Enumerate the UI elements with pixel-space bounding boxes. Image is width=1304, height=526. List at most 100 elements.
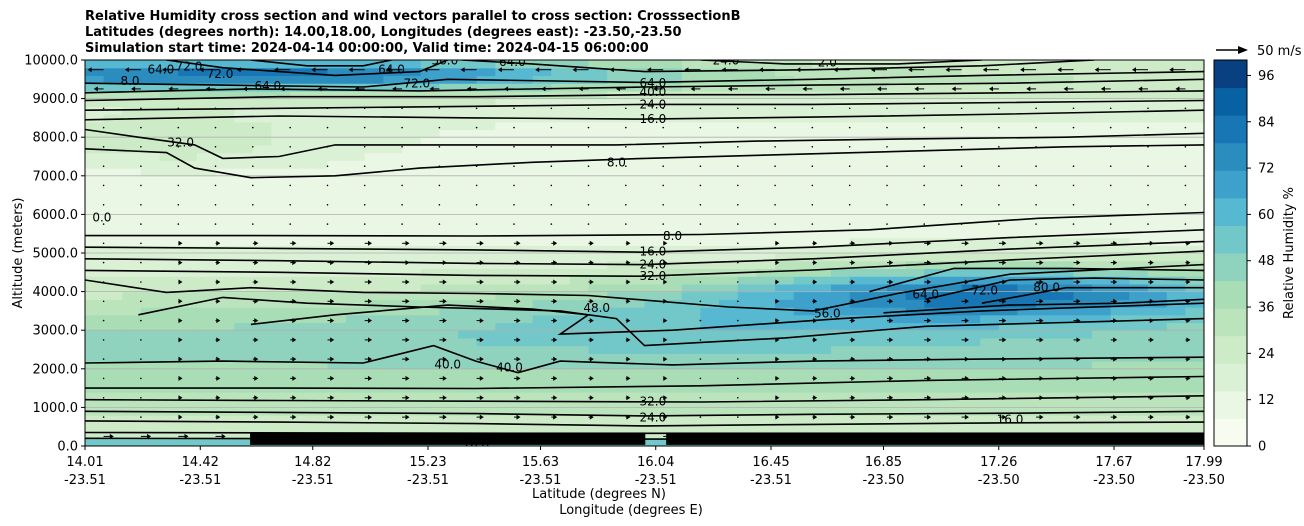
humidity-cell xyxy=(569,137,590,146)
humidity-cell xyxy=(383,337,403,347)
wind-vector-head xyxy=(178,414,183,420)
humidity-cell xyxy=(551,168,571,177)
humidity-cell xyxy=(85,422,105,432)
wind-vector xyxy=(699,107,702,110)
humidity-cell xyxy=(327,422,347,432)
wind-vector xyxy=(848,165,851,167)
humidity-cell xyxy=(700,60,720,69)
humidity-cell xyxy=(831,75,851,84)
wind-vector-head xyxy=(578,86,583,92)
humidity-cell xyxy=(458,291,478,300)
humidity-cell xyxy=(327,345,347,354)
humidity-cell xyxy=(271,345,291,354)
humidity-cell xyxy=(569,299,590,308)
wind-vector-head xyxy=(775,395,780,401)
humidity-cell xyxy=(700,307,720,316)
humidity-cell xyxy=(1110,191,1130,200)
humidity-cell xyxy=(495,90,515,100)
humidity-cell xyxy=(196,245,217,254)
wind-vector-head xyxy=(889,279,894,285)
humidity-cell xyxy=(719,168,739,177)
humidity-cell xyxy=(812,299,832,308)
humidity-cell xyxy=(290,90,310,100)
humidity-cell xyxy=(383,98,403,107)
wind-vector xyxy=(699,165,702,167)
humidity-cell xyxy=(402,198,422,208)
humidity-cell xyxy=(998,268,1019,277)
humidity-cell xyxy=(1166,90,1186,100)
humidity-cell xyxy=(85,214,105,223)
humidity-cell xyxy=(831,391,851,401)
humidity-cell xyxy=(327,129,347,138)
humidity-cell xyxy=(625,137,646,146)
humidity-cell xyxy=(252,330,273,339)
humidity-cell xyxy=(476,361,496,370)
humidity-fill xyxy=(85,60,1204,446)
humidity-cell xyxy=(159,67,179,77)
quiver-key-label: 50 m/s xyxy=(1257,44,1302,59)
humidity-cell xyxy=(402,415,422,424)
wind-vector-head xyxy=(216,240,221,246)
humidity-cell xyxy=(196,391,217,401)
contour-line xyxy=(85,144,1204,179)
humidity-cell xyxy=(346,198,366,208)
wind-vector xyxy=(625,126,627,129)
wind-vector xyxy=(326,146,329,148)
humidity-cell xyxy=(532,144,552,154)
humidity-cell xyxy=(1129,245,1149,254)
humidity-cell xyxy=(886,299,907,308)
wind-vector xyxy=(513,223,515,225)
wind-vector-head xyxy=(497,67,502,73)
humidity-cell xyxy=(980,361,1000,370)
humidity-cell xyxy=(513,129,534,138)
humidity-cell xyxy=(1129,322,1149,331)
humidity-cell xyxy=(1148,291,1168,300)
humidity-cell xyxy=(271,98,291,107)
humidity-cell xyxy=(513,237,534,246)
wind-vector-head xyxy=(1026,86,1031,92)
humidity-cell xyxy=(364,345,384,354)
humidity-cell xyxy=(1166,160,1186,169)
wind-vector-head xyxy=(368,298,372,304)
wind-vector-head xyxy=(1113,375,1118,381)
humidity-cell xyxy=(513,175,534,185)
humidity-cell xyxy=(588,268,608,277)
wind-vector-head xyxy=(877,86,882,92)
humidity-cell xyxy=(924,60,944,69)
humidity-cell xyxy=(271,353,291,362)
humidity-cell xyxy=(1054,276,1075,285)
humidity-cell xyxy=(868,268,888,277)
humidity-cell xyxy=(569,206,590,215)
humidity-cell xyxy=(681,98,702,107)
wind-vector xyxy=(475,165,478,167)
humidity-cell xyxy=(924,361,944,370)
humidity-cell xyxy=(383,206,403,215)
wind-vector-head xyxy=(405,279,410,285)
humidity-cell xyxy=(644,384,664,393)
humidity-cell xyxy=(1054,191,1075,200)
humidity-cell xyxy=(681,83,702,92)
wind-vector-head xyxy=(330,414,335,420)
humidity-cell xyxy=(551,206,571,215)
wind-vector xyxy=(102,261,105,264)
humidity-cell xyxy=(756,222,776,231)
humidity-cell xyxy=(383,214,403,223)
humidity-cell xyxy=(812,314,832,324)
humidity-cell xyxy=(868,253,888,262)
humidity-cell xyxy=(924,90,944,100)
wind-vector xyxy=(699,397,702,399)
humidity-cell xyxy=(607,222,627,231)
humidity-cell xyxy=(271,60,291,69)
humidity-cell xyxy=(793,106,813,115)
humidity-cell xyxy=(681,191,702,200)
humidity-cell xyxy=(942,245,963,254)
humidity-cell xyxy=(1017,422,1037,432)
wind-vector-head xyxy=(589,414,594,420)
humidity-cell xyxy=(924,160,944,169)
humidity-cell xyxy=(271,206,291,215)
wind-vector xyxy=(923,204,925,206)
wind-vector-head xyxy=(813,318,818,324)
wind-vector-head xyxy=(405,395,410,401)
humidity-cell xyxy=(998,361,1019,370)
humidity-cell xyxy=(476,407,496,416)
